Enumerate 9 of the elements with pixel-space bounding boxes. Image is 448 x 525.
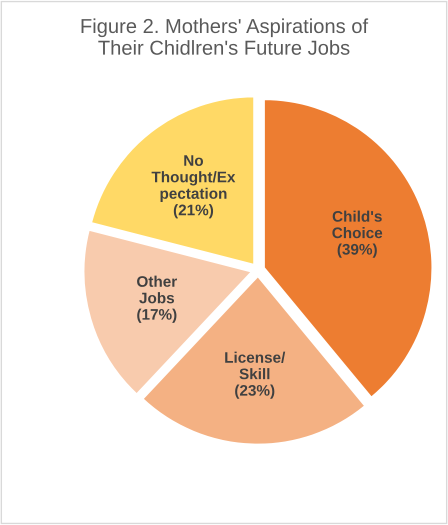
data-label: (39%) — [338, 243, 377, 258]
slice-label: Child's Choice — [332, 210, 382, 238]
slice-label: Other Jobs — [137, 276, 177, 304]
slice-label: License/ Skill — [225, 352, 286, 380]
data-label: (23%) — [235, 384, 274, 399]
chart-title: Figure 2. Mothers' Aspirations of Their Chidlren's Future Jobs — [82, 18, 368, 55]
slice-label: No Thought/Ex pectation — [152, 155, 236, 202]
data-label: (17%) — [137, 308, 176, 323]
data-label: (21%) — [174, 204, 214, 218]
